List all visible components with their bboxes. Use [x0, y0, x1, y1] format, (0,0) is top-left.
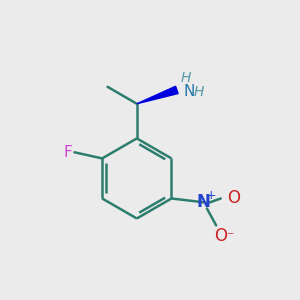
- Text: +: +: [206, 189, 216, 202]
- Text: O: O: [214, 227, 227, 245]
- Text: F: F: [64, 145, 73, 160]
- Polygon shape: [137, 86, 178, 104]
- Text: H: H: [194, 85, 204, 99]
- Text: N: N: [197, 193, 211, 211]
- Text: ⁻: ⁻: [226, 230, 234, 244]
- Text: N: N: [184, 84, 195, 99]
- Text: H: H: [180, 70, 190, 85]
- Text: O: O: [227, 190, 240, 208]
